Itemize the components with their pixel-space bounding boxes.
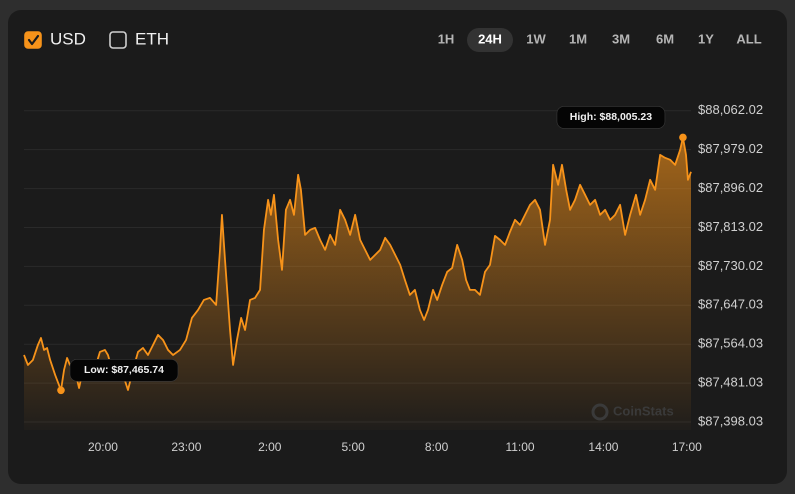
range-button[interactable]: 24H bbox=[478, 31, 502, 46]
y-tick-label: $87,647.03 bbox=[698, 297, 763, 312]
range-active-bg bbox=[467, 28, 513, 52]
extreme-point bbox=[57, 386, 65, 395]
x-tick-label: 5:00 bbox=[342, 440, 366, 454]
x-tick-label: 14:00 bbox=[588, 440, 618, 454]
y-tick-label: $87,730.02 bbox=[698, 258, 763, 273]
extreme-point bbox=[679, 133, 687, 142]
annotation: Low: $87,465.74 bbox=[69, 358, 179, 382]
area-fill bbox=[24, 137, 691, 430]
x-tick-label: 20:00 bbox=[88, 440, 118, 454]
y-tick-label: $87,896.02 bbox=[698, 180, 763, 195]
range-button[interactable]: 1H bbox=[438, 31, 455, 46]
watermark: CoinStats bbox=[591, 403, 674, 421]
y-tick-label: $87,813.02 bbox=[698, 219, 763, 234]
range-button[interactable]: 6M bbox=[656, 31, 674, 46]
check-mark bbox=[27, 34, 40, 46]
y-tick-label: $87,481.03 bbox=[698, 375, 763, 390]
y-tick-label: $87,564.03 bbox=[698, 336, 763, 351]
x-tick-label: 8:00 bbox=[425, 440, 449, 454]
range-button[interactable]: 3M bbox=[612, 31, 630, 46]
watermark-text: CoinStats bbox=[613, 403, 674, 418]
range-button[interactable]: 1M bbox=[569, 31, 587, 46]
x-tick-label: 23:00 bbox=[171, 440, 201, 454]
x-tick-label: 11:00 bbox=[505, 440, 534, 454]
checkbox[interactable] bbox=[109, 31, 127, 49]
currency-label[interactable]: USD bbox=[50, 29, 86, 48]
annotation-box bbox=[556, 106, 666, 129]
y-tick-label: $87,398.03 bbox=[698, 413, 763, 428]
annotation: High: $88,005.23 bbox=[556, 106, 666, 129]
currency-label[interactable]: ETH bbox=[135, 29, 169, 48]
annotation-text: Low: $87,465.74 bbox=[84, 364, 164, 376]
x-tick-label: 17:00 bbox=[672, 440, 702, 454]
checkbox[interactable] bbox=[24, 31, 42, 49]
range-button[interactable]: 1W bbox=[526, 31, 546, 46]
x-tick-label: 2:00 bbox=[258, 440, 282, 454]
y-tick-label: $87,979.02 bbox=[698, 141, 763, 156]
y-tick-label: $88,062.02 bbox=[698, 102, 763, 117]
range-button[interactable]: 1Y bbox=[698, 31, 714, 46]
annotation-text: High: $88,005.23 bbox=[570, 111, 652, 123]
annotation-box bbox=[69, 358, 179, 382]
range-button[interactable]: ALL bbox=[736, 31, 761, 46]
